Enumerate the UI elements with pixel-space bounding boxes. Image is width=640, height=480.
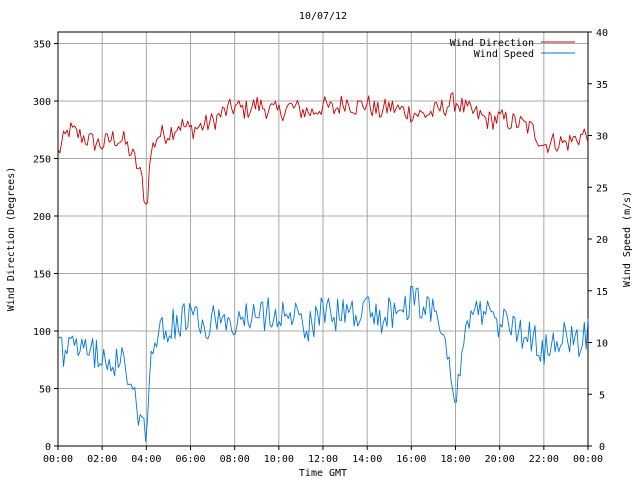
series-line-wind-direction — [57, 92, 589, 205]
series-line-wind-speed — [57, 285, 589, 443]
y-right-tick-label: 35 — [596, 80, 608, 91]
x-tick-label: 20:00 — [485, 454, 515, 465]
x-tick-label: 14:00 — [352, 454, 382, 465]
y-axis-label-right: Wind Speed (m/s) — [622, 191, 633, 287]
x-tick-label: 02:00 — [87, 454, 117, 465]
x-tick-label: 00:00 — [573, 454, 603, 465]
y-right-tick-label: 30 — [596, 132, 608, 143]
x-tick-label: 22:00 — [529, 454, 559, 465]
series-layer — [57, 92, 589, 443]
x-tick-label: 18:00 — [440, 454, 470, 465]
x-tick-label: 12:00 — [308, 454, 338, 465]
y-left-tick-label: 150 — [33, 270, 51, 281]
y-left-tick-label: 0 — [45, 442, 51, 453]
y-right-tick-label: 25 — [596, 183, 608, 194]
y-right-tick-label: 15 — [596, 287, 608, 298]
legend-label-wind-speed: Wind Speed — [474, 49, 534, 60]
x-tick-label: 16:00 — [396, 454, 426, 465]
x-tick-label: 08:00 — [220, 454, 250, 465]
x-axis-label: Time GMT — [299, 468, 347, 479]
axis-ticks: 00:00 02:00 04:00 06:00 08:00 10:00 12:00 14:00… — [33, 28, 608, 465]
y-right-tick-label: 40 — [596, 28, 608, 39]
x-tick-label: 04:00 — [131, 454, 161, 465]
y-right-tick-label: 20 — [596, 235, 608, 246]
y-left-tick-label: 300 — [33, 97, 51, 108]
x-tick-label: 10:00 — [264, 454, 294, 465]
x-tick-label: 06:00 — [175, 454, 205, 465]
y-right-tick-label: 0 — [599, 442, 605, 453]
y-right-tick-label: 10 — [596, 339, 608, 350]
legend: Wind Direction Wind Speed — [450, 38, 575, 60]
y-left-tick-label: 250 — [33, 155, 51, 166]
y-right-tick-label: 5 — [599, 390, 605, 401]
grid-lines — [58, 32, 588, 446]
y-left-tick-label: 350 — [33, 40, 51, 51]
legend-label-wind-direction: Wind Direction — [450, 38, 534, 49]
chart-title: 10/07/12 — [299, 11, 347, 22]
y-left-tick-label: 100 — [33, 327, 51, 338]
x-tick-label: 00:00 — [43, 454, 73, 465]
y-left-tick-label: 200 — [33, 212, 51, 223]
y-axis-label-left: Wind Direction (Degrees) — [6, 167, 17, 312]
y-left-tick-label: 50 — [39, 385, 51, 396]
